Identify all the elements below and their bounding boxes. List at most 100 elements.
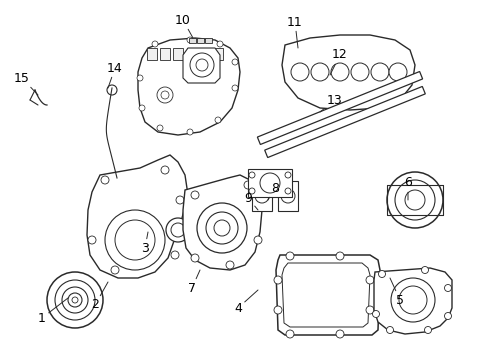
Circle shape xyxy=(248,172,254,178)
Text: 2: 2 xyxy=(91,282,108,311)
Circle shape xyxy=(424,327,430,333)
Text: 13: 13 xyxy=(319,94,342,112)
Circle shape xyxy=(281,189,294,203)
Circle shape xyxy=(444,284,450,292)
Circle shape xyxy=(378,270,385,278)
Polygon shape xyxy=(200,48,209,60)
Circle shape xyxy=(285,172,290,178)
Circle shape xyxy=(330,63,348,81)
Circle shape xyxy=(254,189,268,203)
Circle shape xyxy=(370,63,388,81)
Polygon shape xyxy=(373,268,451,334)
Text: 9: 9 xyxy=(244,192,258,210)
Circle shape xyxy=(171,251,179,259)
Text: 6: 6 xyxy=(403,176,411,200)
Circle shape xyxy=(285,252,293,260)
Polygon shape xyxy=(147,48,157,60)
Circle shape xyxy=(88,236,96,244)
Polygon shape xyxy=(186,48,197,60)
Circle shape xyxy=(225,261,234,269)
Text: 7: 7 xyxy=(187,270,200,294)
Circle shape xyxy=(161,166,169,174)
Bar xyxy=(247,169,291,197)
Text: 1: 1 xyxy=(38,298,68,324)
Text: 5: 5 xyxy=(389,278,403,306)
Circle shape xyxy=(273,276,282,284)
Circle shape xyxy=(197,203,246,253)
Circle shape xyxy=(111,266,119,274)
Circle shape xyxy=(68,293,82,307)
Circle shape xyxy=(191,191,199,199)
Polygon shape xyxy=(87,155,187,278)
Circle shape xyxy=(365,276,373,284)
Text: 12: 12 xyxy=(329,49,347,75)
Bar xyxy=(188,37,195,42)
Bar xyxy=(257,72,422,144)
Polygon shape xyxy=(282,35,414,110)
Circle shape xyxy=(55,280,95,320)
Text: 14: 14 xyxy=(107,62,122,88)
Circle shape xyxy=(171,223,184,237)
Circle shape xyxy=(335,330,343,338)
Circle shape xyxy=(47,272,103,328)
Circle shape xyxy=(273,306,282,314)
Bar xyxy=(264,86,425,158)
Circle shape xyxy=(215,117,221,123)
Polygon shape xyxy=(138,38,240,135)
Circle shape xyxy=(196,59,207,71)
Bar xyxy=(196,37,203,42)
Circle shape xyxy=(62,287,88,313)
Circle shape xyxy=(205,212,238,244)
Circle shape xyxy=(248,188,254,194)
Circle shape xyxy=(386,327,393,333)
Circle shape xyxy=(285,330,293,338)
Circle shape xyxy=(105,210,164,270)
Bar xyxy=(251,181,271,211)
Circle shape xyxy=(115,220,155,260)
Circle shape xyxy=(101,176,109,184)
Circle shape xyxy=(191,254,199,262)
Circle shape xyxy=(372,310,379,318)
Circle shape xyxy=(186,37,193,43)
Text: 10: 10 xyxy=(175,13,193,38)
Circle shape xyxy=(214,220,229,236)
Circle shape xyxy=(231,85,238,91)
Circle shape xyxy=(161,91,169,99)
Polygon shape xyxy=(160,48,170,60)
Circle shape xyxy=(186,129,193,135)
Text: 8: 8 xyxy=(267,181,279,200)
Polygon shape xyxy=(282,263,369,327)
Circle shape xyxy=(365,306,373,314)
Circle shape xyxy=(244,181,251,189)
Circle shape xyxy=(310,63,328,81)
Circle shape xyxy=(388,63,406,81)
Text: 3: 3 xyxy=(141,232,149,255)
Circle shape xyxy=(107,85,117,95)
Circle shape xyxy=(260,173,280,193)
Polygon shape xyxy=(213,48,223,60)
Circle shape xyxy=(152,41,158,47)
Circle shape xyxy=(165,218,190,242)
Polygon shape xyxy=(183,175,262,270)
Circle shape xyxy=(190,53,214,77)
Circle shape xyxy=(285,188,290,194)
Circle shape xyxy=(421,266,427,274)
Polygon shape xyxy=(275,255,379,335)
Circle shape xyxy=(139,105,145,111)
Bar xyxy=(278,181,297,211)
Circle shape xyxy=(217,41,223,47)
Circle shape xyxy=(444,312,450,320)
Bar xyxy=(204,37,211,42)
Circle shape xyxy=(290,63,308,81)
Circle shape xyxy=(176,196,183,204)
Circle shape xyxy=(157,87,173,103)
Circle shape xyxy=(231,59,238,65)
Circle shape xyxy=(137,75,142,81)
Circle shape xyxy=(335,252,343,260)
Circle shape xyxy=(72,297,78,303)
Text: 15: 15 xyxy=(14,72,38,95)
Text: 11: 11 xyxy=(286,15,302,48)
Circle shape xyxy=(350,63,368,81)
Polygon shape xyxy=(173,48,183,60)
Circle shape xyxy=(404,190,424,210)
